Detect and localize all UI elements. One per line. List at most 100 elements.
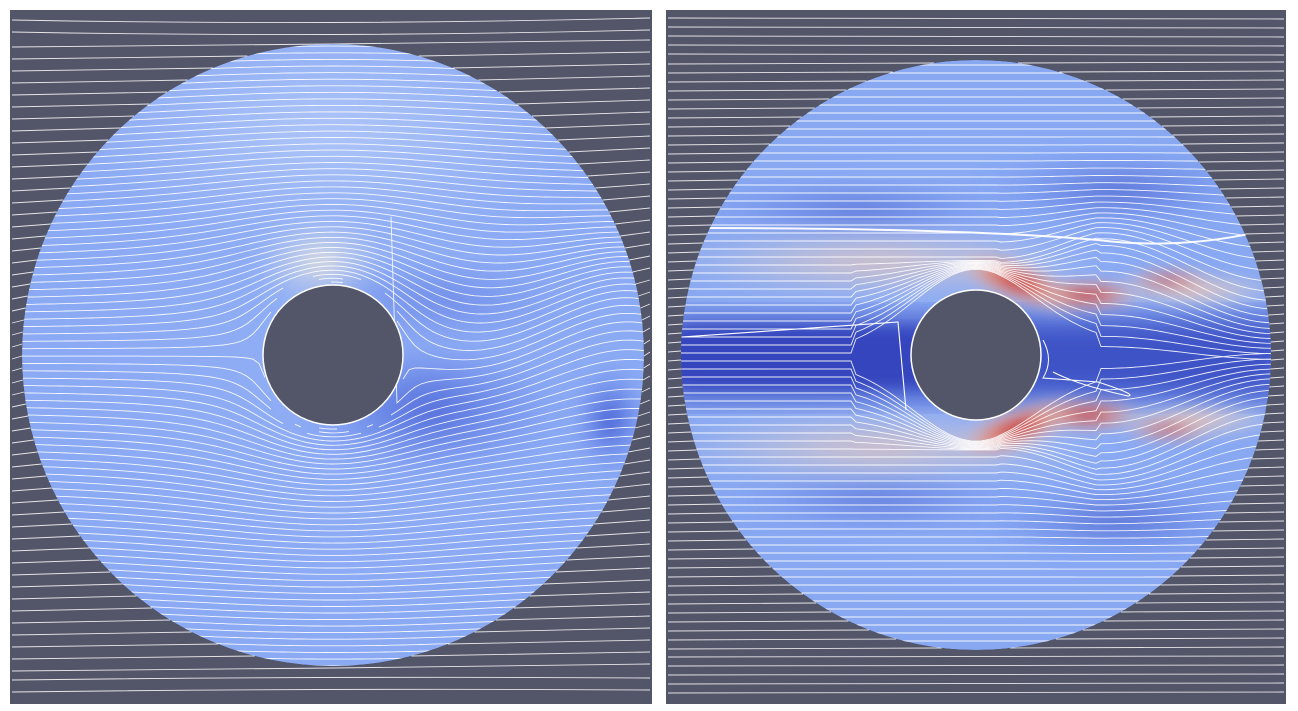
left-inner-streamline bbox=[22, 209, 644, 240]
right-wake-recirculation bbox=[1042, 339, 1131, 397]
right-inner-streamline bbox=[681, 268, 1271, 360]
left-inner-streamline bbox=[22, 477, 644, 508]
right-streamline bbox=[1235, 493, 1285, 496]
left-streamline bbox=[601, 507, 651, 513]
left-inner-streamline bbox=[22, 226, 644, 262]
right-streamline bbox=[667, 593, 804, 596]
left-streamline bbox=[638, 291, 651, 297]
right-inner-streamline bbox=[681, 444, 1271, 486]
left-streamline bbox=[11, 643, 219, 648]
right-streamline bbox=[667, 539, 747, 542]
right-streamline bbox=[1225, 196, 1285, 199]
left-streamline bbox=[418, 51, 651, 57]
left-streamline bbox=[11, 55, 248, 60]
left-streamline bbox=[11, 127, 121, 132]
left-inner-streamline bbox=[22, 565, 644, 582]
left-inner-streamline bbox=[22, 453, 644, 491]
left-streamline bbox=[555, 567, 651, 573]
left-streamline bbox=[11, 319, 25, 324]
left-streamline bbox=[587, 171, 651, 177]
left-streamline bbox=[11, 187, 71, 192]
left-streamline bbox=[11, 283, 31, 288]
left-streamline bbox=[609, 207, 651, 213]
right-inner-streamline bbox=[681, 455, 1271, 491]
left-inner-streamline bbox=[22, 507, 644, 532]
right-streamline bbox=[1055, 637, 1285, 640]
left-streamline bbox=[11, 415, 29, 420]
right-streamline bbox=[667, 655, 1285, 658]
right-streamline bbox=[667, 251, 700, 254]
left-streamline bbox=[513, 603, 651, 609]
right-streamline bbox=[1059, 70, 1285, 73]
right-inner-streamline bbox=[681, 396, 1271, 457]
right-streamline bbox=[1103, 619, 1285, 622]
left-flow-panel bbox=[10, 10, 652, 704]
left-streamline bbox=[11, 163, 88, 168]
right-inner-streamline bbox=[681, 413, 1271, 470]
left-inner-streamline bbox=[22, 269, 644, 333]
right-streamline bbox=[1245, 232, 1285, 235]
left-streamline bbox=[11, 343, 23, 348]
right-streamline bbox=[1261, 277, 1285, 280]
left-streamline bbox=[11, 571, 111, 576]
right-streamline bbox=[1213, 178, 1285, 181]
right-streamline bbox=[667, 116, 802, 119]
left-streamline bbox=[615, 219, 651, 225]
right-streamline bbox=[667, 691, 1285, 694]
left-streamline bbox=[11, 403, 26, 408]
left-streamline bbox=[624, 243, 651, 249]
left-inner-streamline bbox=[22, 186, 644, 211]
left-inner-streamline bbox=[22, 500, 644, 526]
right-streamline bbox=[667, 368, 682, 371]
right-inner-streamline bbox=[681, 195, 1271, 207]
left-streamline bbox=[632, 267, 651, 273]
right-streamline bbox=[667, 413, 687, 416]
left-streamline bbox=[11, 355, 23, 360]
left-inner-streamline bbox=[22, 220, 644, 255]
right-inner-streamline bbox=[681, 498, 1271, 512]
right-inner-streamline bbox=[681, 265, 1271, 340]
left-inner-streamline bbox=[22, 339, 644, 434]
left-inner-streamline bbox=[22, 492, 644, 520]
right-streamline bbox=[1270, 358, 1285, 361]
left-streamline bbox=[11, 211, 57, 216]
right-streamline bbox=[667, 440, 694, 443]
left-streamline bbox=[11, 331, 23, 336]
right-streamline bbox=[1199, 160, 1285, 163]
left-inner-streamline bbox=[22, 544, 644, 563]
right-streamline bbox=[667, 449, 697, 452]
right-streamline bbox=[1105, 88, 1285, 91]
right-streamline bbox=[1181, 565, 1285, 568]
right-streamline bbox=[667, 377, 682, 380]
right-streamline bbox=[667, 260, 697, 263]
left-streamline bbox=[11, 115, 135, 120]
left-inner-streamline bbox=[22, 236, 644, 276]
right-inner-streamline bbox=[681, 212, 1271, 238]
right-streamline bbox=[667, 161, 753, 164]
right-streamline bbox=[667, 62, 935, 65]
right-inner-streamline bbox=[681, 249, 1271, 310]
left-streamline bbox=[642, 327, 651, 333]
left-streamline bbox=[11, 391, 25, 396]
left-streamline bbox=[641, 315, 651, 321]
left-streamline bbox=[11, 535, 81, 540]
right-streamline bbox=[1148, 592, 1285, 595]
right-streamline bbox=[667, 269, 694, 272]
right-inner-streamline bbox=[681, 404, 1271, 464]
right-streamline bbox=[1161, 124, 1285, 127]
left-streamline bbox=[531, 111, 651, 117]
right-streamline bbox=[667, 188, 733, 191]
left-streamline bbox=[568, 147, 651, 153]
left-inner-streamline bbox=[22, 435, 644, 480]
left-inner-streamline bbox=[22, 469, 644, 502]
right-streamline bbox=[667, 89, 847, 92]
left-streamline bbox=[635, 423, 651, 429]
left-inner-streamline bbox=[22, 551, 644, 569]
left-streamline bbox=[474, 627, 651, 633]
right-streamline bbox=[1205, 538, 1285, 541]
left-inner-streamline bbox=[22, 277, 644, 351]
right-inner-streamline bbox=[681, 535, 1271, 539]
right-streamline bbox=[1270, 340, 1285, 343]
left-streamline bbox=[608, 495, 651, 501]
left-streamline bbox=[11, 499, 58, 504]
